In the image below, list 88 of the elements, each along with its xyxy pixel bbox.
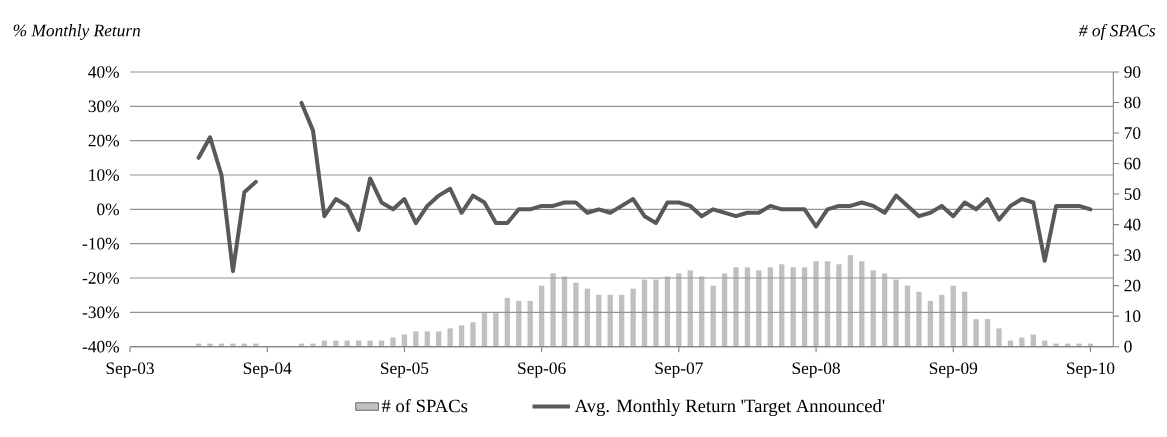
- y2-tick-label: 40: [1124, 218, 1141, 231]
- y2-tick-label: 30: [1124, 249, 1141, 261]
- bar: [836, 264, 842, 347]
- bar: [527, 300, 533, 347]
- bar: [744, 267, 751, 347]
- x-tick-label: Sep-09: [929, 362, 978, 378]
- bar: [904, 285, 911, 347]
- bar: [939, 294, 945, 347]
- bar: [893, 279, 899, 347]
- x-tick-label: Sep-10: [1067, 362, 1115, 378]
- bar: [653, 279, 659, 347]
- bar: [676, 273, 682, 347]
- x-tick-label: Sep-03: [106, 362, 154, 378]
- bar: [584, 288, 591, 347]
- bar: [962, 291, 968, 347]
- bar: [481, 313, 488, 347]
- y-tick-label: 20%: [88, 134, 120, 147]
- x-tick-label: Sep-08: [792, 362, 840, 378]
- bar: [458, 325, 465, 347]
- y-axis-title: % Monthly Return: [13, 24, 141, 40]
- bar: [436, 331, 442, 347]
- bar: [573, 282, 579, 347]
- x-tick-label: Sep-06: [518, 362, 566, 378]
- bar: [870, 270, 876, 347]
- bar: [733, 267, 739, 347]
- bar: [813, 261, 819, 347]
- bar: [916, 291, 922, 347]
- y2-axis-title: # of SPACs: [1079, 24, 1156, 40]
- x-tick-label: Sep-04: [243, 362, 292, 378]
- bar: [641, 279, 648, 347]
- bar: [596, 294, 602, 347]
- legend-label: # of SPACs: [381, 398, 468, 413]
- bar: [756, 270, 762, 347]
- y-tick-label: 40%: [88, 66, 120, 78]
- y-tick-label: -20%: [82, 272, 120, 284]
- bar: [538, 285, 545, 347]
- bar: [1019, 337, 1025, 347]
- bar: [390, 337, 396, 347]
- bar: [859, 261, 865, 347]
- y-tick-label: -10%: [82, 237, 120, 250]
- bar: [424, 331, 430, 347]
- y2-tick-label: 10: [1125, 310, 1141, 322]
- bar: [950, 285, 956, 347]
- bar: [1030, 334, 1036, 347]
- bar: [927, 300, 934, 347]
- bar: [699, 276, 705, 347]
- bar: [447, 328, 453, 347]
- y2-tick-label: 20: [1124, 279, 1141, 292]
- y-tick-label: 0%: [97, 203, 120, 216]
- bar: [401, 334, 408, 347]
- y2-tick-label: 80: [1124, 96, 1141, 109]
- bar: [996, 328, 1002, 347]
- bar: [973, 319, 979, 347]
- y2-tick-label: 60: [1124, 157, 1141, 170]
- legend-label: Avg. Monthly Return 'Target Announced': [574, 399, 885, 417]
- bar: [619, 294, 625, 347]
- bar: [790, 267, 796, 347]
- bar: [801, 267, 808, 347]
- bar: [779, 264, 785, 347]
- bar: [687, 270, 693, 347]
- bar: [847, 255, 854, 347]
- bar: [504, 297, 510, 347]
- x-tick-label: Sep-05: [381, 362, 429, 378]
- bar: [664, 276, 671, 347]
- bar: [550, 273, 556, 347]
- y2-tick-label: 0: [1124, 340, 1132, 353]
- bar: [767, 267, 773, 347]
- bar: [493, 313, 499, 347]
- y-tick-label: 10%: [89, 169, 120, 181]
- y2-tick-label: 70: [1124, 127, 1141, 139]
- bar: [367, 340, 373, 347]
- bar: [607, 294, 613, 347]
- y-tick-label: -30%: [82, 306, 120, 319]
- x-tick-label: Sep-07: [655, 362, 703, 378]
- y2-tick-label: 90: [1124, 66, 1141, 78]
- bar: [824, 261, 831, 347]
- y2-tick-label: 50: [1124, 188, 1141, 200]
- y-tick-label: -40%: [82, 340, 120, 353]
- bar: [561, 276, 568, 347]
- bar: [984, 319, 991, 347]
- bar: [516, 300, 522, 347]
- bar: [721, 273, 728, 347]
- bar: [881, 273, 888, 347]
- y-tick-label: 30%: [88, 100, 120, 113]
- bar: [413, 331, 419, 347]
- bar: [470, 322, 476, 347]
- bar: [710, 285, 716, 347]
- bar: [630, 288, 636, 347]
